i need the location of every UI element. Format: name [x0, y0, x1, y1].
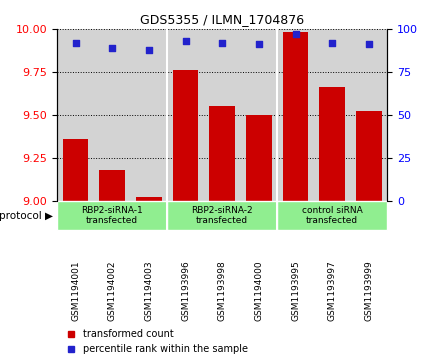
- Bar: [63, 139, 88, 200]
- Text: RBP2-siRNA-1
transfected: RBP2-siRNA-1 transfected: [81, 206, 143, 225]
- Point: [182, 38, 189, 44]
- FancyBboxPatch shape: [57, 200, 167, 230]
- Point: [72, 40, 79, 46]
- Bar: [99, 170, 125, 200]
- Text: RBP2-siRNA-2
transfected: RBP2-siRNA-2 transfected: [191, 206, 253, 225]
- Bar: [283, 32, 308, 200]
- Point: [365, 42, 372, 48]
- Point: [329, 40, 336, 46]
- FancyBboxPatch shape: [277, 200, 387, 230]
- FancyBboxPatch shape: [167, 200, 277, 230]
- Text: control siRNA
transfected: control siRNA transfected: [302, 206, 363, 225]
- Bar: [356, 111, 382, 200]
- Legend: transformed count, percentile rank within the sample: transformed count, percentile rank withi…: [62, 326, 252, 358]
- Bar: [172, 70, 198, 200]
- Point: [109, 45, 116, 51]
- Bar: [246, 115, 272, 200]
- Point: [219, 40, 226, 46]
- Point: [255, 42, 262, 48]
- Bar: [319, 87, 345, 200]
- Bar: [136, 197, 162, 200]
- Title: GDS5355 / ILMN_1704876: GDS5355 / ILMN_1704876: [140, 13, 304, 26]
- Text: protocol ▶: protocol ▶: [0, 211, 53, 220]
- Bar: [209, 106, 235, 200]
- Point: [292, 31, 299, 37]
- Point: [145, 47, 152, 53]
